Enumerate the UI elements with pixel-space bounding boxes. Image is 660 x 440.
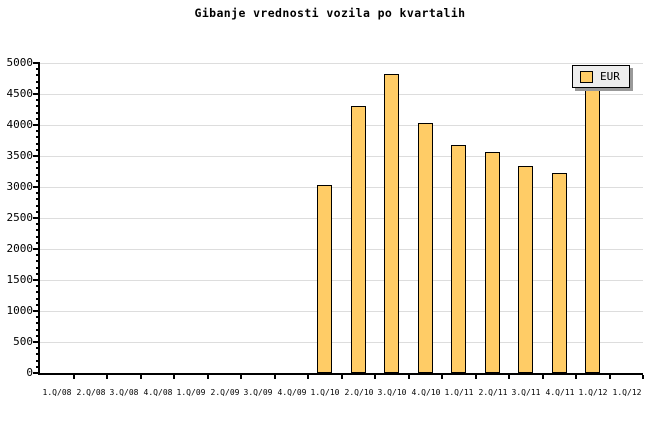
x-tick-label: 3.Q/08 xyxy=(109,388,139,397)
x-tick-label: 1.Q/12 xyxy=(612,388,642,397)
x-tick-label: 1.Q/09 xyxy=(176,388,206,397)
x-tick xyxy=(73,375,75,379)
bar xyxy=(384,74,399,373)
y-tick xyxy=(33,93,40,95)
x-tick xyxy=(609,375,611,379)
y-tick-label: 4000 xyxy=(6,118,34,131)
y-tick-label: 500 xyxy=(13,335,33,348)
x-tick xyxy=(207,375,209,379)
bar xyxy=(418,123,433,373)
x-tick xyxy=(341,375,343,379)
x-tick-label: 4.Q/08 xyxy=(143,388,173,397)
x-tick xyxy=(106,375,108,379)
gridline xyxy=(40,63,643,64)
x-tick-label: 1.Q/12 xyxy=(578,388,608,397)
x-tick-label: 4.Q/09 xyxy=(277,388,307,397)
bar xyxy=(552,173,567,373)
x-tick-label: 1.Q/10 xyxy=(310,388,340,397)
y-axis xyxy=(38,63,40,375)
gridline xyxy=(40,187,643,188)
gridline xyxy=(40,125,643,126)
x-tick xyxy=(374,375,376,379)
x-tick xyxy=(240,375,242,379)
bar xyxy=(351,106,366,373)
x-tick-label: 4.Q/11 xyxy=(545,388,575,397)
y-tick xyxy=(33,62,40,64)
gridline xyxy=(40,218,643,219)
x-tick-label: 2.Q/08 xyxy=(76,388,106,397)
x-tick-label: 3.Q/09 xyxy=(243,388,273,397)
y-tick-label: 3000 xyxy=(6,180,34,193)
x-tick xyxy=(274,375,276,379)
y-tick-label: 1000 xyxy=(6,304,34,317)
y-tick xyxy=(33,310,40,312)
x-tick-label: 1.Q/11 xyxy=(444,388,474,397)
y-tick xyxy=(33,279,40,281)
bar xyxy=(485,152,500,373)
gridline xyxy=(40,311,643,312)
x-axis xyxy=(38,373,643,375)
y-tick xyxy=(33,372,40,374)
y-tick-label: 1500 xyxy=(6,273,34,286)
x-tick xyxy=(475,375,477,379)
y-tick xyxy=(33,217,40,219)
x-tick-label: 2.Q/09 xyxy=(210,388,240,397)
x-tick-label: 2.Q/11 xyxy=(478,388,508,397)
y-tick-label: 2000 xyxy=(6,242,34,255)
y-tick-label: 2500 xyxy=(6,211,34,224)
x-tick xyxy=(508,375,510,379)
x-tick xyxy=(408,375,410,379)
y-tick xyxy=(33,124,40,126)
x-tick xyxy=(307,375,309,379)
gridline xyxy=(40,249,643,250)
x-tick xyxy=(542,375,544,379)
bar xyxy=(585,82,600,373)
bar xyxy=(317,185,332,373)
x-tick xyxy=(575,375,577,379)
chart-title: Gibanje vrednosti vozila po kvartalih xyxy=(194,6,466,20)
x-tick xyxy=(441,375,443,379)
y-tick-label: 0 xyxy=(26,366,33,379)
x-tick-label: 3.Q/10 xyxy=(377,388,407,397)
bar xyxy=(518,166,533,373)
x-tick-label: 2.Q/10 xyxy=(344,388,374,397)
gridline xyxy=(40,94,643,95)
x-tick-label: 1.Q/08 xyxy=(42,388,72,397)
y-tick xyxy=(33,186,40,188)
gridline xyxy=(40,156,643,157)
legend-swatch-eur xyxy=(580,70,593,83)
x-tick-label: 4.Q/10 xyxy=(411,388,441,397)
legend: EUR xyxy=(572,65,630,88)
x-tick xyxy=(140,375,142,379)
gridline xyxy=(40,342,643,343)
x-tick-label: 3.Q/11 xyxy=(511,388,541,397)
x-tick xyxy=(173,375,175,379)
gridline xyxy=(40,280,643,281)
x-tick xyxy=(642,375,644,379)
bar xyxy=(451,145,466,373)
y-tick xyxy=(33,248,40,250)
y-tick-label: 5000 xyxy=(6,56,34,69)
y-tick xyxy=(33,341,40,343)
y-tick xyxy=(33,155,40,157)
legend-label: EUR xyxy=(600,70,620,83)
y-tick-label: 4500 xyxy=(6,87,34,100)
y-tick-label: 3500 xyxy=(6,149,34,162)
